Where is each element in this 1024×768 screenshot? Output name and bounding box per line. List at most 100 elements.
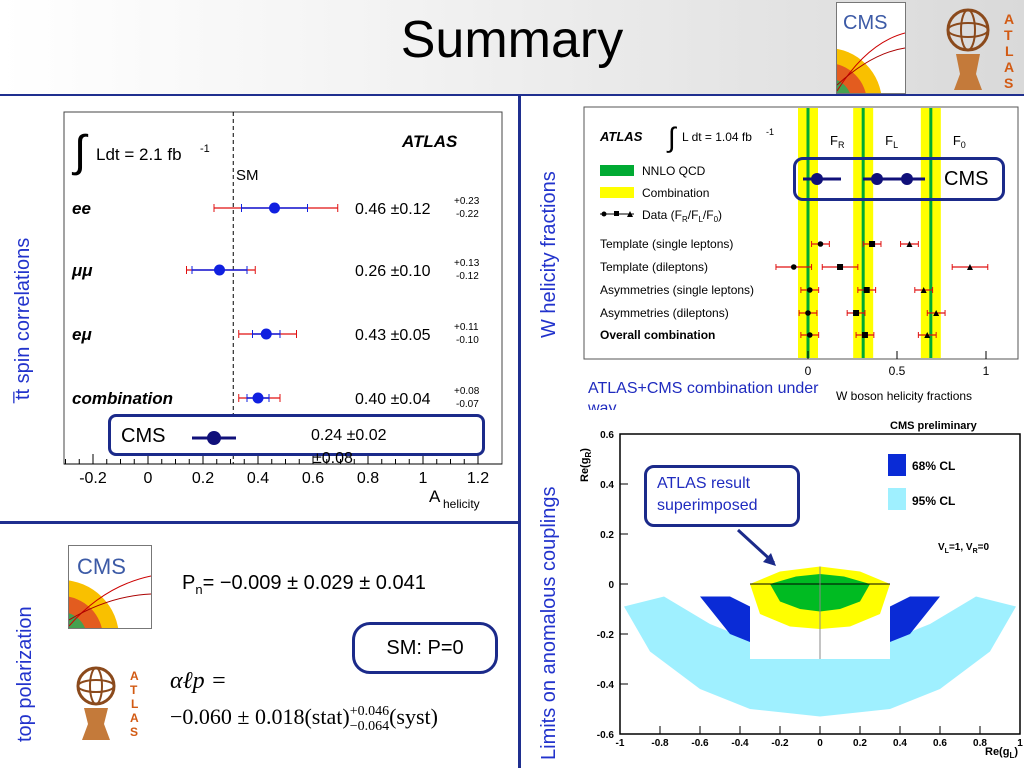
- legend-data: Data (FR/FL/F0): [642, 208, 722, 224]
- data-point-fr: [817, 241, 824, 247]
- spin-cms-value-2: ±0.08: [313, 450, 353, 467]
- whel-integral: ∫: [666, 122, 678, 153]
- atlas-letter: S: [130, 725, 138, 739]
- cms-logo: CMS: [836, 2, 906, 94]
- atlas-letter: T: [1004, 27, 1013, 43]
- spin-cms-box: CMS 0.24 ±0.02: [108, 414, 485, 456]
- row-value: 0.40 ±0.04: [355, 391, 431, 408]
- x-tick-label: 0.2: [192, 470, 214, 487]
- cms-logo-graphic: CMS: [837, 12, 905, 93]
- data-point-fl: [869, 241, 876, 247]
- x-tick-label: 0: [144, 470, 153, 487]
- anomalous-couplings-plot: CMS preliminary 68% CL 95% CL VL=1, VR=0…: [570, 410, 1024, 768]
- row-error-down: -0.10: [456, 335, 479, 346]
- cms-logo-text: CMS: [843, 12, 887, 34]
- data-point-f0: [924, 332, 931, 338]
- legend-swatch-68: [888, 454, 906, 476]
- data-point-fr: [790, 264, 797, 270]
- spin-cms-value: 0.24 ±0.02: [311, 427, 387, 444]
- x-tick-label: 1: [1017, 738, 1023, 749]
- atlas-logo-small: A T L A S: [70, 662, 150, 742]
- x-tick-label: 1: [983, 364, 990, 378]
- row-error-up: +0.13: [454, 258, 480, 269]
- whel-cms-box: CMS: [793, 157, 1005, 201]
- x-tick-label: 0: [805, 364, 812, 378]
- x-axis-label: A: [429, 487, 441, 506]
- x-tick-label: 0.8: [973, 738, 987, 749]
- y-tick-label: -0.4: [597, 680, 615, 691]
- data-point-f0: [966, 264, 973, 270]
- x-tick-label: 0.2: [853, 738, 867, 749]
- data-point-fr: [806, 287, 813, 293]
- column-label: F0: [953, 133, 966, 150]
- section-label-toppol: top polarization: [14, 606, 36, 742]
- row-label: Template (single leptons): [600, 237, 733, 251]
- row-label: Asymmetries (dileptons): [600, 306, 729, 320]
- section-label-coupling: Limits on anomalous couplings: [538, 486, 560, 761]
- x-tick-label: 0.6: [302, 470, 324, 487]
- row-error-up: +0.11: [454, 322, 479, 333]
- divider-vertical: [518, 96, 521, 768]
- row-error-up: +0.08: [454, 386, 480, 397]
- data-point-fl: [863, 287, 870, 293]
- legend-combination: Combination: [642, 186, 709, 200]
- legend-data-triangle: [627, 211, 633, 217]
- legend-swatch-nnlo: [600, 165, 634, 176]
- coup-title: CMS preliminary: [890, 420, 978, 432]
- row-value: 0.26 ±0.10: [355, 263, 431, 280]
- cms-logo-small: CMS: [68, 545, 152, 629]
- column-label: FR: [830, 133, 845, 150]
- data-point: [214, 264, 225, 276]
- x-axis-label-sub: helicity: [443, 497, 480, 511]
- atlas-letter: L: [1005, 43, 1014, 59]
- lumi-exponent: -1: [200, 143, 210, 155]
- x-tick-label: 0.4: [247, 470, 269, 487]
- row-label: ee: [72, 199, 91, 218]
- nnlo-band: [861, 108, 865, 358]
- x-tick-label: 0.8: [357, 470, 379, 487]
- row-error-down: -0.12: [456, 271, 479, 282]
- row-value: 0.43 ±0.05: [355, 327, 431, 344]
- data-point-fl: [853, 310, 860, 316]
- whel-xlabel: W boson helicity fractions: [836, 389, 972, 403]
- spin-cms-label: CMS: [121, 425, 166, 447]
- section-label-spin: t̅t spin correlations: [12, 237, 34, 400]
- integral-sign: ∫: [71, 127, 89, 176]
- x-tick-label: -0.2: [771, 738, 789, 749]
- y-tick-label: 0.2: [600, 530, 614, 541]
- legend-95: 95% CL: [912, 494, 955, 508]
- slide-title: Summary: [400, 11, 624, 69]
- row-error-down: -0.22: [456, 209, 479, 220]
- divider-top: [0, 94, 1024, 96]
- atlas-polarization-line2: −0.060 ± 0.018(stat) +0.046 −0.064 (syst): [170, 704, 438, 734]
- x-tick-label: 0.6: [933, 738, 947, 749]
- data-point-fr: [805, 310, 811, 316]
- coup-condition: VL=1, VR=0: [938, 542, 989, 555]
- sm-polarization-text: SM: P=0: [386, 637, 464, 659]
- data-point-f0: [933, 310, 940, 316]
- cms-polarization-value: Pn= −0.009 ± 0.029 ± 0.041: [182, 572, 426, 597]
- nnlo-band: [929, 108, 933, 358]
- section-label-whel: W helicity fractions: [538, 171, 560, 338]
- callout-arrowhead: [763, 553, 776, 566]
- nnlo-band: [806, 108, 810, 358]
- y-tick-label: -0.6: [597, 730, 615, 741]
- row-label: eμ: [72, 325, 92, 344]
- row-label: Overall combination: [600, 328, 715, 342]
- atlas-polarization-line1: αℓp =: [170, 668, 227, 694]
- w-helicity-plot: ATLAS ∫ L dt = 1.04 fb -1 FR FL F0 NNLO QC…: [583, 106, 1019, 403]
- row-label: μμ: [71, 261, 93, 280]
- atlas-letter: A: [1004, 11, 1014, 27]
- row-label: Template (dileptons): [600, 260, 708, 274]
- x-tick-label: 1.2: [467, 470, 489, 487]
- atlas-letter: T: [130, 683, 138, 697]
- y-tick-label: -0.2: [597, 630, 615, 641]
- x-tick-label: 0: [817, 738, 823, 749]
- x-tick-label: -1: [616, 738, 625, 749]
- data-point-fl: [837, 264, 844, 270]
- data-point-fr: [806, 332, 813, 338]
- atlas-letter: S: [1004, 75, 1013, 91]
- x-tick-label: 0.4: [893, 738, 907, 749]
- atlas-label: ATLAS: [401, 132, 458, 151]
- row-error-up: +0.23: [454, 196, 480, 207]
